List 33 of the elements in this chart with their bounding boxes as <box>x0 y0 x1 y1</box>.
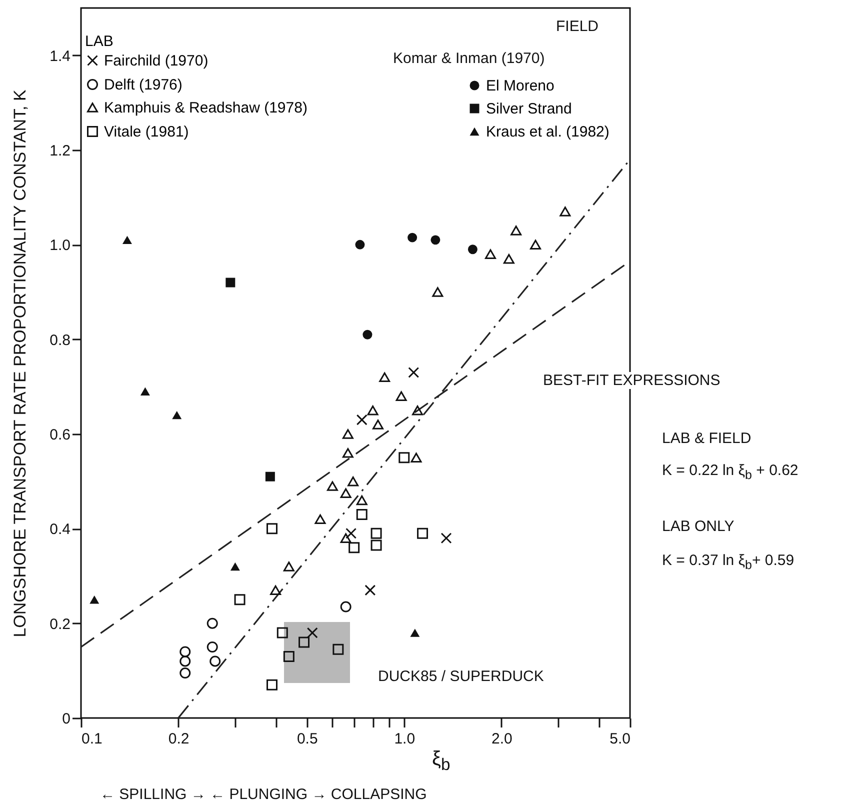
x-tick-label: 0.1 <box>82 730 102 748</box>
text: LAB & FIELD <box>662 430 752 447</box>
text: LAB ONLY <box>662 518 734 535</box>
legend-label: Delft (1976) <box>104 76 182 94</box>
x-axis-title: ξ$_{b}$ <box>432 748 450 775</box>
y-tick-label: 1.0 <box>50 237 70 254</box>
y-tick-label: 0 <box>62 710 70 728</box>
x-tick-label: 2.0 <box>491 730 512 748</box>
legend-label: Fairchild (1970) <box>104 52 208 70</box>
annotation: DUCK85 / SUPERDUCK <box>378 668 544 685</box>
x-tick-label: 5.0 <box>610 730 630 748</box>
legend-title: LAB <box>85 33 114 50</box>
y-tick-label: 0.8 <box>50 332 70 349</box>
legend-label: Vitale (1981) <box>104 124 189 140</box>
annotation: FIELD <box>556 18 599 35</box>
text: K = 0.37 ln ξ$_{b}$+ 0.59 <box>662 552 794 572</box>
annotation: Komar & Inman (1970) <box>393 50 545 67</box>
text: ← SPILLING → ← PLUNGING → COLLAPSING <box>100 786 427 803</box>
y-axis-title: LONGSHORE TRANSPORT RATE PROPORTIONALITY CONSTANT, K <box>10 89 30 638</box>
y-tick-label: 0.6 <box>50 426 70 444</box>
text: K = 0.22 ln ξ$_{b}$ + 0.62 <box>662 462 798 482</box>
x-tick-label: 0.2 <box>168 730 190 748</box>
y-tick-label: 0.4 <box>50 521 70 538</box>
y-tick-label: 1.4 <box>50 48 70 65</box>
legend-label: Silver Strand <box>486 100 572 118</box>
y-tick-label: 0.2 <box>50 616 70 633</box>
legend-label: Kraus et al. (1982) <box>486 124 610 140</box>
x-tick-label: 1.0 <box>394 730 416 748</box>
x-tick-label: 0.5 <box>296 730 318 748</box>
annotation: BEST-FIT EXPRESSIONS <box>543 372 720 389</box>
y-tick-label: 1.2 <box>50 142 70 160</box>
legend-label: Kamphuis & Readshaw (1978) <box>104 100 308 116</box>
legend-label: El Moreno <box>486 78 554 94</box>
